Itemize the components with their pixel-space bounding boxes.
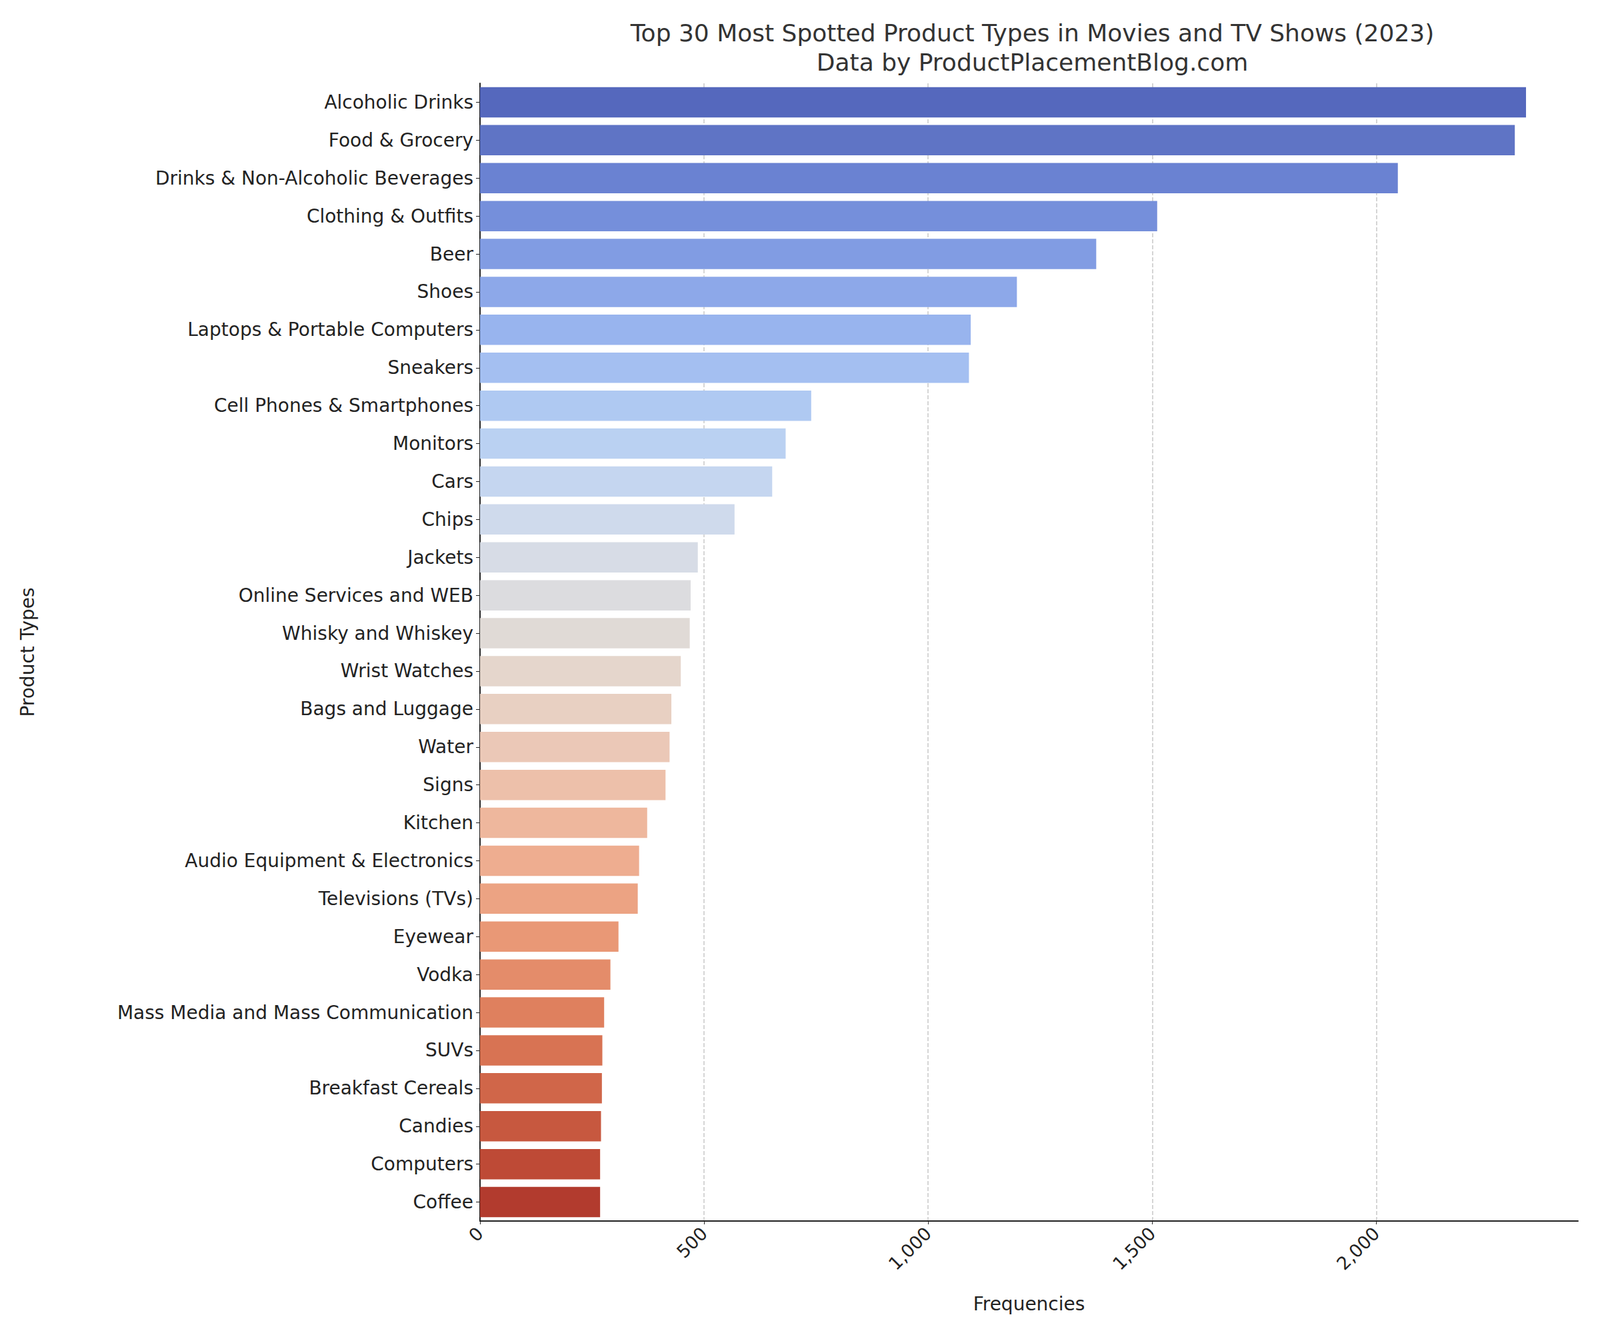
svg-text:Sneakers: Sneakers: [388, 356, 474, 379]
svg-text:Clothing & Outfits: Clothing & Outfits: [306, 205, 474, 228]
svg-text:Water: Water: [418, 736, 474, 758]
svg-text:Online Services and WEB: Online Services and WEB: [238, 584, 474, 607]
svg-text:Kitchen: Kitchen: [403, 812, 474, 834]
svg-text:Shoes: Shoes: [417, 280, 474, 303]
svg-text:Alcoholic Drinks: Alcoholic Drinks: [324, 91, 474, 114]
svg-text:Monitors: Monitors: [392, 432, 474, 455]
svg-text:500: 500: [672, 1223, 712, 1262]
svg-text:Vodka: Vodka: [416, 964, 474, 986]
svg-text:1,000: 1,000: [884, 1223, 936, 1275]
svg-text:Mass Media and Mass Communicat: Mass Media and Mass Communication: [117, 1002, 474, 1024]
svg-text:Jackets: Jackets: [406, 546, 474, 569]
svg-text:Candies: Candies: [398, 1115, 474, 1138]
svg-text:Eyewear: Eyewear: [393, 926, 474, 948]
svg-text:2,000: 2,000: [1332, 1223, 1384, 1275]
svg-text:Computers: Computers: [370, 1153, 474, 1176]
svg-text:Data by ProductPlacementBlog.c: Data by ProductPlacementBlog.com: [816, 48, 1248, 76]
svg-text:0: 0: [464, 1223, 488, 1246]
svg-text:Televisions (TVs): Televisions (TVs): [318, 888, 474, 910]
svg-text:Cell Phones & Smartphones: Cell Phones & Smartphones: [214, 394, 474, 417]
svg-text:Product Types: Product Types: [16, 587, 39, 717]
svg-text:Drinks & Non-Alcoholic Beverag: Drinks & Non-Alcoholic Beverages: [155, 167, 474, 190]
svg-text:Whisky and Whiskey: Whisky and Whiskey: [282, 622, 474, 645]
svg-text:Bags and Luggage: Bags and Luggage: [300, 698, 474, 720]
svg-text:Breakfast Cereals: Breakfast Cereals: [308, 1077, 474, 1100]
svg-text:1,500: 1,500: [1108, 1223, 1160, 1275]
svg-text:Chips: Chips: [422, 508, 474, 531]
svg-text:Food & Grocery: Food & Grocery: [328, 129, 474, 152]
svg-text:Top 30 Most Spotted Product Ty: Top 30 Most Spotted Product Types in Mov…: [630, 19, 1435, 47]
svg-text:Laptops & Portable Computers: Laptops & Portable Computers: [187, 318, 474, 341]
svg-text:Audio Equipment & Electronics: Audio Equipment & Electronics: [184, 850, 474, 872]
svg-text:Cars: Cars: [431, 470, 474, 493]
svg-text:Frequencies: Frequencies: [973, 1293, 1086, 1316]
svg-text:Beer: Beer: [430, 243, 474, 266]
svg-text:SUVs: SUVs: [425, 1039, 474, 1062]
svg-text:Coffee: Coffee: [413, 1191, 474, 1214]
svg-text:Wrist Watches: Wrist Watches: [340, 660, 474, 682]
svg-text:Signs: Signs: [422, 774, 474, 796]
